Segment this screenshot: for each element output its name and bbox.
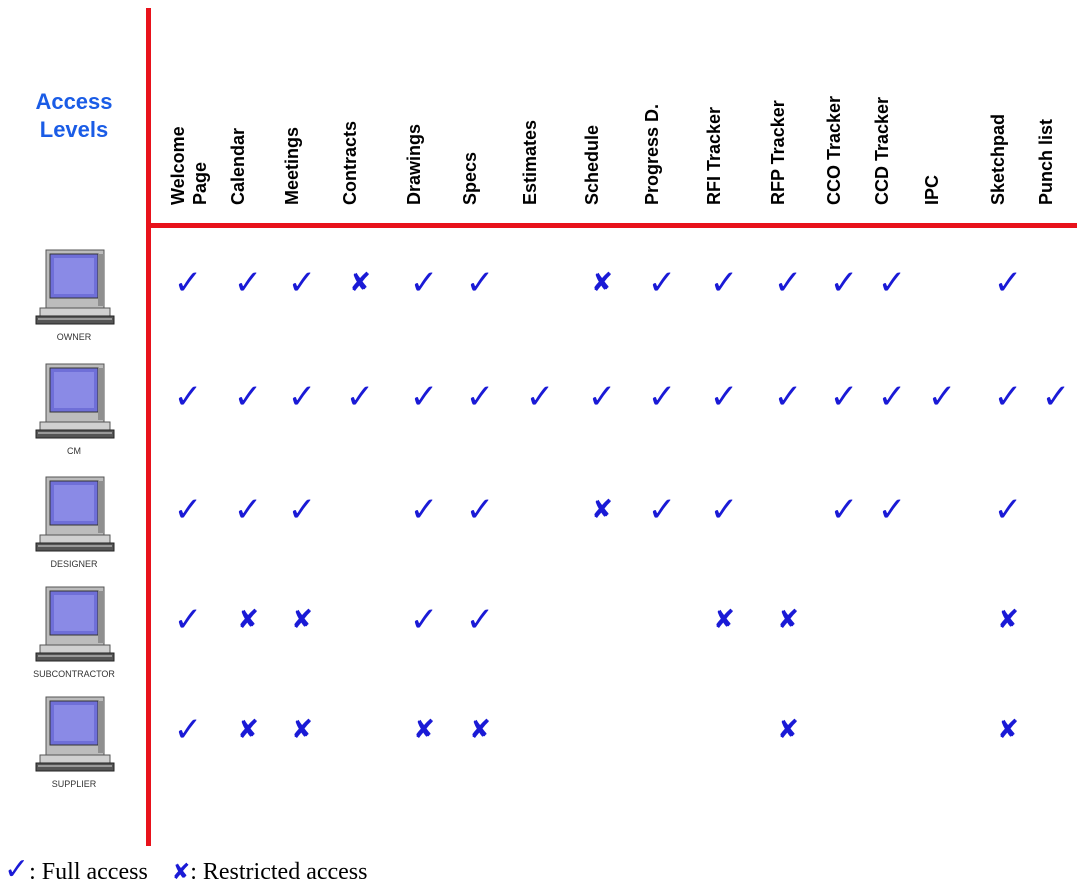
restricted-access-icon: ✘ xyxy=(291,605,313,635)
full-access-icon: ✓ xyxy=(877,263,907,303)
column-header-drawings: Drawings xyxy=(404,123,424,205)
column-header-progress-d: Progress D. xyxy=(642,103,662,205)
column-header-specs: Specs xyxy=(460,151,480,205)
full-access-icon: ✓ xyxy=(829,490,859,530)
computer-icon xyxy=(28,585,120,670)
full-access-icon: ✓ xyxy=(927,377,957,417)
restricted-access-icon: ✘ xyxy=(713,605,735,635)
restricted-access-icon: ✘ xyxy=(291,715,313,745)
full-access-icon: ✓ xyxy=(647,377,677,417)
full-access-icon: ✓ xyxy=(647,490,677,530)
full-access-icon: ✓ xyxy=(409,263,439,303)
column-header-estimates: Estimates xyxy=(520,119,540,205)
full-access-icon: ✓ xyxy=(409,490,439,530)
column-header-rfp-tracker: RFP Tracker xyxy=(768,100,788,205)
full-access-legend-icon: ✓ xyxy=(4,852,30,887)
full-access-icon: ✓ xyxy=(173,490,203,530)
column-header-welcome-page: Page xyxy=(190,161,210,205)
column-header-welcome-page: Welcome xyxy=(168,126,188,205)
restricted-access-legend-label: : Restricted access xyxy=(190,859,368,885)
restricted-access-icon: ✘ xyxy=(349,268,371,298)
access-levels-title: Access Levels xyxy=(8,88,140,144)
full-access-icon: ✓ xyxy=(1041,377,1071,417)
restricted-access-icon: ✘ xyxy=(997,605,1019,635)
full-access-icon: ✓ xyxy=(525,377,555,417)
column-header-meetings: Meetings xyxy=(282,126,302,205)
horizontal-divider xyxy=(146,223,1077,228)
computer-icon xyxy=(28,475,120,560)
column-header-calendar: Calendar xyxy=(228,127,248,205)
full-access-icon: ✓ xyxy=(773,263,803,303)
role-cm: CM xyxy=(14,362,134,472)
restricted-access-icon: ✘ xyxy=(777,605,799,635)
full-access-icon: ✓ xyxy=(993,263,1023,303)
full-access-icon: ✓ xyxy=(709,490,739,530)
restricted-access-legend-icon: ✘ xyxy=(171,860,191,885)
full-access-icon: ✓ xyxy=(773,377,803,417)
computer-icon xyxy=(28,248,120,333)
full-access-icon: ✓ xyxy=(233,263,263,303)
restricted-access-icon: ✘ xyxy=(237,715,259,745)
full-access-icon: ✓ xyxy=(587,377,617,417)
vertical-divider xyxy=(146,8,151,846)
full-access-icon: ✓ xyxy=(409,600,439,640)
full-access-icon: ✓ xyxy=(709,263,739,303)
title-line-1: Access xyxy=(35,89,113,114)
full-access-icon: ✓ xyxy=(233,490,263,530)
restricted-access-icon: ✘ xyxy=(469,715,491,745)
role-label-supplier: SUPPLIER xyxy=(51,779,97,789)
role-label-cm: CM xyxy=(67,446,81,456)
full-access-icon: ✓ xyxy=(345,377,375,417)
full-access-icon: ✓ xyxy=(287,263,317,303)
full-access-icon: ✓ xyxy=(877,377,907,417)
full-access-icon: ✓ xyxy=(647,263,677,303)
restricted-access-icon: ✘ xyxy=(413,715,435,745)
role-label-owner: OWNER xyxy=(56,332,92,342)
column-header-schedule: Schedule xyxy=(582,124,602,205)
full-access-icon: ✓ xyxy=(173,710,203,750)
full-access-icon: ✓ xyxy=(465,600,495,640)
full-access-icon: ✓ xyxy=(173,377,203,417)
column-header-ipc: IPC xyxy=(922,174,942,205)
role-designer: DESIGNER xyxy=(14,475,134,585)
full-access-icon: ✓ xyxy=(465,263,495,303)
role-label-subcontractor: SUBCONTRACTOR xyxy=(33,669,115,679)
full-access-icon: ✓ xyxy=(287,377,317,417)
column-header-ccd-tracker: CCD Tracker xyxy=(872,96,892,205)
computer-icon xyxy=(28,362,120,447)
column-header-punch-list: Punch list xyxy=(1036,118,1056,205)
restricted-access-icon: ✘ xyxy=(591,495,613,525)
restricted-access-icon: ✘ xyxy=(777,715,799,745)
legend: ✓: Full access ✘: Restricted access xyxy=(4,852,367,887)
column-header-contracts: Contracts xyxy=(340,120,360,205)
restricted-access-icon: ✘ xyxy=(997,715,1019,745)
full-access-icon: ✓ xyxy=(829,263,859,303)
full-access-icon: ✓ xyxy=(173,263,203,303)
restricted-access-icon: ✘ xyxy=(591,268,613,298)
title-line-2: Levels xyxy=(39,117,109,142)
full-access-icon: ✓ xyxy=(173,600,203,640)
role-owner: OWNER xyxy=(14,248,134,358)
full-access-icon: ✓ xyxy=(233,377,263,417)
full-access-icon: ✓ xyxy=(287,490,317,530)
computer-icon xyxy=(28,695,120,780)
full-access-icon: ✓ xyxy=(465,490,495,530)
column-header-cco-tracker: CCO Tracker xyxy=(824,95,844,205)
column-header-sketchpad: Sketchpad xyxy=(988,113,1008,205)
full-access-icon: ✓ xyxy=(465,377,495,417)
full-access-icon: ✓ xyxy=(993,490,1023,530)
full-access-icon: ✓ xyxy=(409,377,439,417)
role-label-designer: DESIGNER xyxy=(50,559,98,569)
role-supplier: SUPPLIER xyxy=(14,695,134,805)
column-header-rfi-tracker: RFI Tracker xyxy=(704,106,724,205)
full-access-icon: ✓ xyxy=(993,377,1023,417)
role-subcontractor: SUBCONTRACTOR xyxy=(14,585,134,695)
restricted-access-icon: ✘ xyxy=(237,605,259,635)
full-access-icon: ✓ xyxy=(829,377,859,417)
full-access-legend-label: : Full access xyxy=(29,859,148,885)
full-access-icon: ✓ xyxy=(709,377,739,417)
full-access-icon: ✓ xyxy=(877,490,907,530)
